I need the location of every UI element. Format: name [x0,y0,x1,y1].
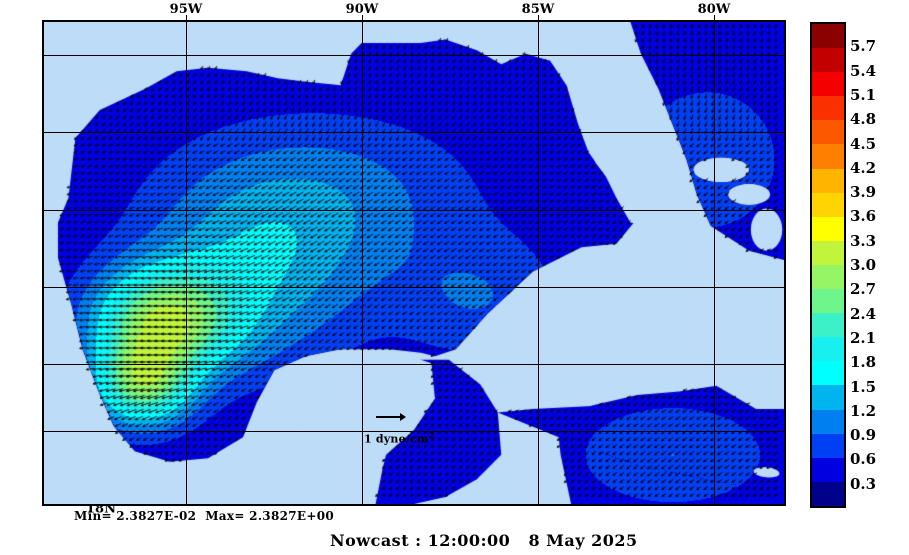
colorbar-band [812,240,844,265]
colorbar-tick-label: 0.6 [850,450,877,469]
colorbar-tick-label: 3.0 [850,256,877,274]
colorbar-tick-label: 1.5 [850,377,877,396]
colorbar-band [812,433,844,458]
vector-key-arrowhead-icon [400,412,406,421]
minmax-annotation: Min= 2.3827E-02 Max= 2.3827E+00 [74,509,334,523]
parallel-gridline [44,132,784,133]
colorbar-band [812,481,844,506]
colorbar-tick-label: 4.5 [850,134,877,153]
colorbar-band [812,120,844,145]
lon-tick-mark [538,15,539,20]
colorbar-tick-label: 5.7 [850,37,877,56]
parallel-gridline [44,287,784,288]
colorbar-band [812,385,844,410]
colorbar-band [812,289,844,314]
colorbar-band [812,264,844,290]
meridian-gridline [186,22,187,504]
colorbar-tick-label: 2.7 [850,280,877,299]
lon-tick-mark [186,15,187,20]
colorbar-band [812,337,844,362]
parallel-gridline [44,431,784,432]
colorbar-tick-label: 5.1 [850,85,877,104]
colorbar-tick-label: 1.8 [850,353,877,372]
colorbar-band [812,216,844,241]
lon-tick-label: 90W [345,2,379,17]
vector-key-label: 1 dyne/cm2 [364,430,435,446]
vector-key-exponent: 2 [428,430,435,440]
colorbar-band [812,192,844,217]
colorbar-band [812,24,844,49]
wind-stress-field [44,22,784,504]
parallel-gridline [44,55,784,56]
parallel-gridline [44,364,784,365]
meridian-gridline [362,22,363,504]
meridian-gridline [538,22,539,504]
colorbar-tick-label: 3.6 [850,207,877,226]
parallel-gridline [44,210,784,211]
nowcast-timestamp: Nowcast : 12:00:00 8 May 2025 [330,531,638,550]
colorbar-band [812,72,844,97]
vector-key-text: 1 dyne/cm [364,432,429,446]
lon-tick-mark [714,15,715,20]
colorbar-tick-label: 2.1 [850,328,877,347]
colorbar-band [812,144,844,169]
colorbar[interactable] [810,22,846,508]
colorbar-band [812,168,844,193]
lon-tick-mark [362,15,363,20]
lon-tick-label: 80W [697,2,731,17]
colorbar-tick-labels: 5.7 5.4 5.1 4.8 4.5 4.2 3.9 3.6 3.3 3.0 2.7 2.4 2.1 1… [850,22,908,508]
colorbar-tick-label: 3.9 [850,183,877,202]
colorbar-band [812,457,844,482]
colorbar-band [812,313,844,338]
colorbar-tick-label: 2.4 [850,304,877,323]
colorbar-band [812,361,844,386]
vector-key-arrow-icon [376,416,402,418]
colorbar-tick-label: 1.2 [850,401,877,420]
colorbar-band [812,96,844,121]
colorbar-band [812,48,844,73]
map-plot-area[interactable]: 1 dyne/cm2 [42,20,786,506]
lon-tick-label: 95W [169,2,203,17]
meridian-gridline [714,22,715,504]
colorbar-tick-label: 0.3 [850,474,877,493]
colorbar-tick-label: 3.3 [850,231,877,250]
colorbar-band [812,409,844,434]
colorbar-tick-label: 5.4 [850,61,877,80]
lon-tick-label: 85W [521,2,555,17]
colorbar-tick-label: 0.9 [850,426,877,445]
colorbar-tick-label: 4.8 [850,110,877,129]
colorbar-tick-label: 4.2 [850,158,877,177]
vector-scale-key: 1 dyne/cm2 [364,408,456,448]
